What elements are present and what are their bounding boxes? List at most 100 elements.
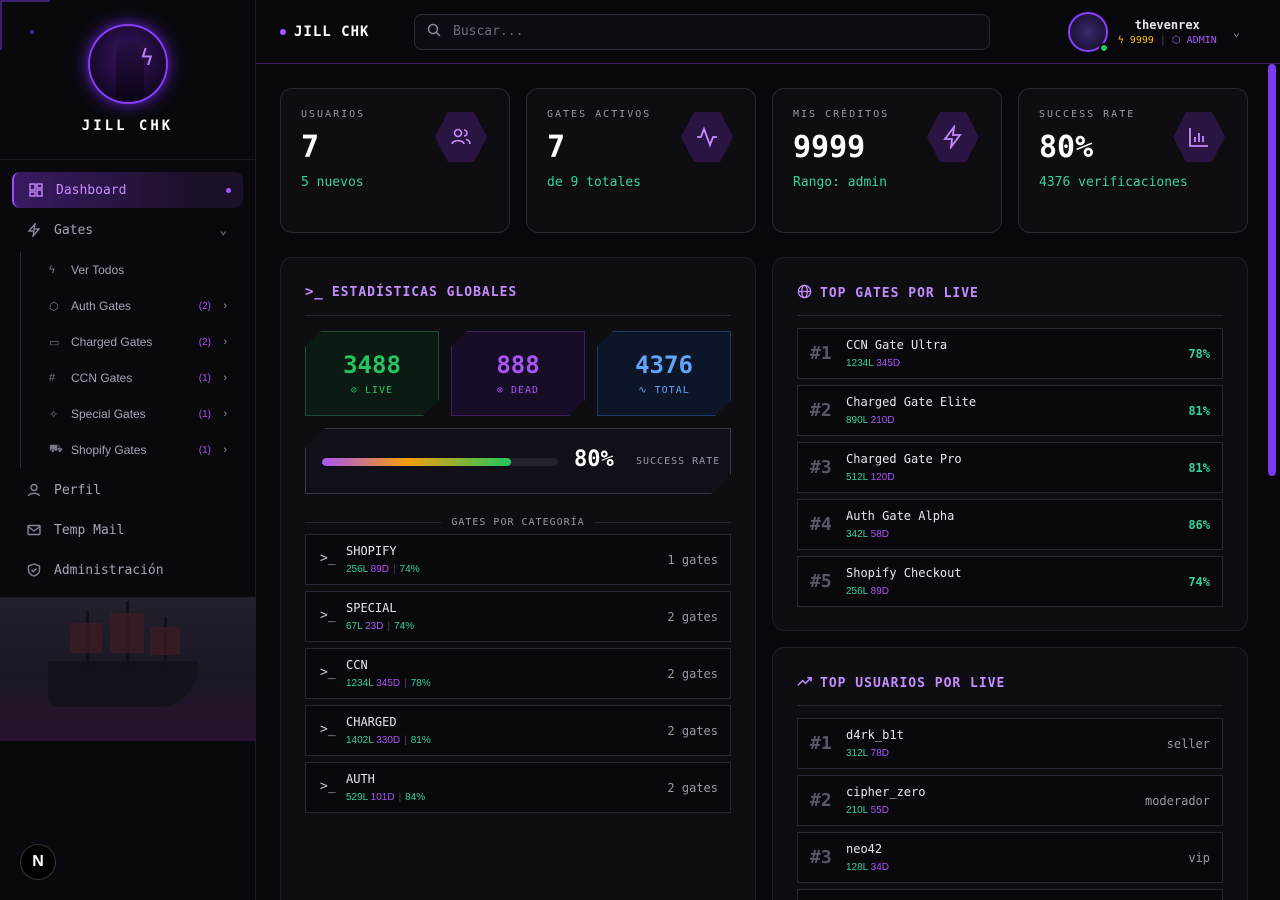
avatar[interactable] (1067, 12, 1109, 53)
rank: #2 (810, 400, 832, 421)
gate-rate: 81% (1188, 461, 1210, 475)
active-dot (226, 187, 231, 193)
category-row[interactable]: >_ SPECIAL 67L 23D | 74% 2 gates (305, 591, 731, 642)
top-gates-panel: TOP GATES POR LIVE #1 CCN Gate Ultra 123… (772, 257, 1248, 631)
submenu-item-auth-gates[interactable]: ⬡ Auth Gates (2) › (21, 288, 255, 324)
zap-icon: ϟ (49, 264, 55, 276)
category-name: CHARGED (346, 715, 397, 729)
gate-name: Charged Gate Elite (846, 395, 977, 409)
sidebar-item-temp-mail[interactable]: Temp Mail (12, 512, 243, 548)
user-role: vip (1188, 851, 1210, 865)
gate-name: Auth Gate Alpha (846, 509, 955, 523)
category-stats: 1402L 330D | 81% (346, 735, 431, 746)
category-rate: 74% (394, 621, 415, 632)
top-gate-row[interactable]: #5 Shopify Checkout 256L 89D 74% (797, 556, 1223, 607)
category-row[interactable]: >_ SHOPIFY 256L 89D | 74% 1 gates (305, 534, 731, 585)
panel-title: TOP USUARIOS POR LIVE (797, 674, 1005, 693)
category-stats: 67L 23D | 74% (346, 621, 414, 632)
success-rate-box: 80% SUCCESS RATE (305, 428, 731, 494)
dead-count: 58D (870, 529, 890, 540)
next-dev-button[interactable]: N (20, 844, 56, 880)
stat-sub: de 9 totales (547, 175, 641, 190)
logo-figure (115, 40, 144, 100)
header-title: JILL CHK (280, 24, 414, 40)
ship-sail (110, 613, 144, 653)
stat-value: 7 (547, 130, 566, 165)
global-stats-panel: >_ ESTADÍSTICAS GLOBALES 3488 ⊘ LIVE 888… (280, 257, 756, 900)
submenu-item-ver-todos[interactable]: ϟ Ver Todos (21, 252, 255, 288)
brand-logo[interactable]: ϟ (87, 24, 168, 104)
sidebar-item-perfil[interactable]: Perfil (12, 472, 243, 508)
submenu-item-label: CCN Gates (71, 371, 133, 385)
top-header: JILL CHK thevenrex ϟ 9999 | ⬡ ADMIN (256, 0, 1280, 64)
scrollbar[interactable] (1268, 64, 1276, 476)
panel-title: >_ ESTADÍSTICAS GLOBALES (305, 284, 517, 300)
dead-counter: 888 ⊗ DEAD (451, 331, 585, 416)
gate-count: 2 gates (667, 724, 718, 738)
category-title: GATES POR CATEGORÍA (451, 516, 585, 528)
chevron-right-icon: › (223, 336, 227, 348)
top-user-row[interactable]: #1 d4rk_b1t 312L 78D seller (797, 718, 1223, 769)
submenu-item-charged-gates[interactable]: ▭ Charged Gates (2) › (21, 324, 255, 360)
chevron-right-icon: › (223, 300, 227, 312)
gate-rate: 81% (1188, 404, 1210, 418)
live-count: 312L (846, 748, 868, 759)
category-row[interactable]: >_ CCN 1234L 345D | 78% 2 gates (305, 648, 731, 699)
category-row[interactable]: >_ CHARGED 1402L 330D | 81% 2 gates (305, 705, 731, 756)
rank: #3 (810, 457, 832, 478)
category-rate: 78% (410, 678, 431, 689)
sidebar-item-dashboard[interactable]: Dashboard (12, 172, 243, 208)
title-dot (280, 28, 286, 35)
user-meta: ϟ 9999 | ⬡ ADMIN (1118, 35, 1217, 46)
trending-up-icon (797, 674, 812, 693)
gate-rate: 78% (1188, 347, 1210, 361)
top-gate-row[interactable]: #1 CCN Gate Ultra 1234L 345D 78% (797, 328, 1223, 379)
live-count: 342L (846, 529, 868, 540)
brand-name: JILL CHK (81, 118, 174, 134)
top-user-row[interactable]: #2 cipher_zero 210L 55D moderador (797, 775, 1223, 826)
stat-label: USUARIOS (301, 109, 366, 120)
category-rate: 81% (410, 735, 431, 746)
category-rate: 74% (399, 564, 420, 575)
top-gate-row[interactable]: #2 Charged Gate Elite 890L 210D 81% (797, 385, 1223, 436)
sidebar-item-label: Temp Mail (54, 522, 125, 538)
gate-rate: 74% (1188, 575, 1210, 589)
search-input[interactable] (453, 24, 953, 39)
gate-count: 2 gates (667, 667, 718, 681)
live-value: 3488 (343, 351, 401, 379)
sidebar-item-administracion[interactable]: Administración (12, 552, 243, 588)
user-name: cipher_zero (846, 785, 926, 799)
ship-sail (70, 623, 102, 653)
live-count: 67L (346, 621, 363, 632)
terminal-icon: >_ (320, 722, 336, 737)
chevron-right-icon: › (223, 372, 227, 384)
total-label-text: TOTAL (654, 385, 690, 396)
submenu-item-ccn-gates[interactable]: # CCN Gates (1) › (21, 360, 255, 396)
stat-sub: 5 nuevos (301, 175, 364, 190)
submenu-item-special-gates[interactable]: ✧ Special Gates (1) › (21, 396, 255, 432)
chevron-down-icon[interactable]: ⌄ (219, 223, 227, 237)
sidebar-item-gates[interactable]: Gates ⌄ (12, 212, 243, 248)
top-user-row[interactable] (797, 889, 1223, 900)
dead-count: 23D (365, 621, 384, 632)
top-gate-row[interactable]: #3 Charged Gate Pro 512L 120D 81% (797, 442, 1223, 493)
divider: | (398, 792, 402, 803)
dead-count: 55D (870, 805, 890, 816)
submenu-item-shopify-gates[interactable]: ⛟ Shopify Gates (1) › (21, 432, 255, 468)
category-row[interactable]: >_ AUTH 529L 101D | 84% 2 gates (305, 762, 731, 813)
activity-icon (681, 112, 733, 162)
chevron-down-icon[interactable]: ⌄ (1232, 25, 1240, 39)
live-count: 210L (846, 805, 868, 816)
stat-label: GATES ACTIVOS (547, 109, 652, 120)
success-progress-bar (322, 458, 558, 466)
top-gate-row[interactable]: #4 Auth Gate Alpha 342L 58D 86% (797, 499, 1223, 550)
role-badge: ADMIN (1186, 35, 1217, 46)
top-user-row[interactable]: #3 neo42 128L 34D vip (797, 832, 1223, 883)
success-progress-fill (322, 458, 511, 466)
live-count: 890L (846, 415, 868, 426)
header-title-text: JILL CHK (294, 23, 370, 40)
ship-hull (48, 661, 198, 707)
shield-icon: ⬡ (49, 300, 59, 313)
user-menu[interactable]: thevenrex ϟ 9999 | ⬡ ADMIN ⌄ (1067, 12, 1240, 53)
